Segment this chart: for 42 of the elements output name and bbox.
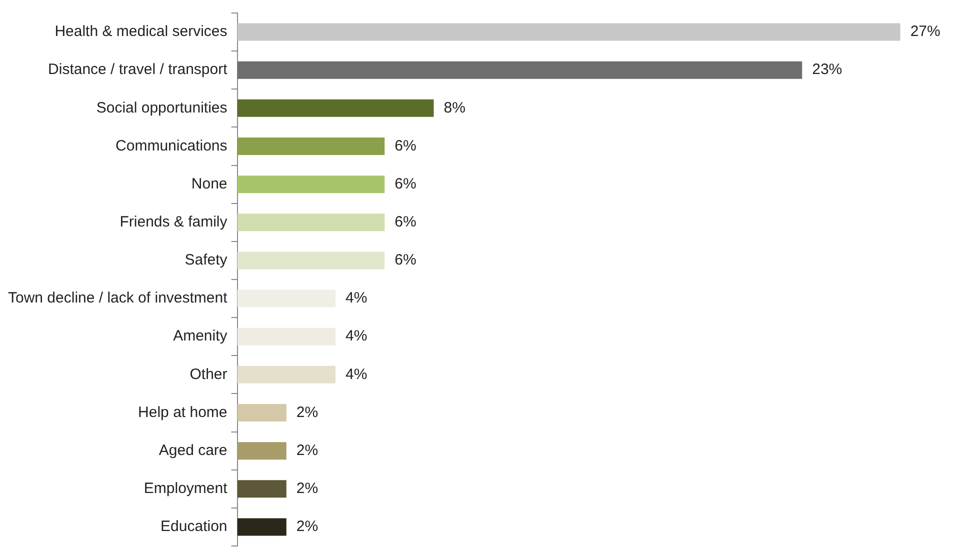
data-label: 6% [394,137,416,154]
bar [237,23,900,41]
bar [237,252,385,270]
y-tick-label: Amenity [173,328,228,345]
y-tick-label: Friends & family [120,214,228,231]
y-tick-label: Safety [184,252,228,269]
data-label: 4% [346,290,368,307]
data-label: 23% [812,61,842,78]
bar [237,518,286,536]
data-label: 27% [910,23,940,40]
data-label: 8% [444,99,466,116]
y-tick-label: Aged care [158,442,228,459]
y-tick-label: Other [190,366,228,383]
y-tick-label: Help at home [138,404,228,421]
data-label: 2% [296,480,318,498]
y-tick-label: Education [160,518,228,536]
bar [237,480,286,498]
y-tick-label: Communications [116,137,228,154]
data-label: 2% [296,518,318,536]
bar [237,214,385,232]
y-tick-label: Social opportunities [96,99,228,116]
y-tick-label: Town decline / lack of investment [8,290,228,307]
data-label: 2% [296,404,318,421]
data-label: 4% [346,328,368,345]
bar [237,290,336,308]
bar [237,366,336,384]
data-label: 2% [296,442,318,459]
data-label: 6% [394,214,416,231]
data-label: 6% [394,252,416,269]
y-tick-label: Distance / travel / transport [48,61,228,78]
y-tick-label: None [191,175,228,192]
bar [237,328,336,346]
bar [237,61,802,79]
y-tick-label: Employment [144,480,228,498]
data-label: 4% [346,366,368,383]
bar [237,176,385,194]
bar [237,404,286,422]
bar [237,99,434,117]
data-label: 6% [394,175,416,192]
bar [237,137,385,156]
y-tick-label: Health & medical services [54,23,228,40]
bar [237,442,286,460]
